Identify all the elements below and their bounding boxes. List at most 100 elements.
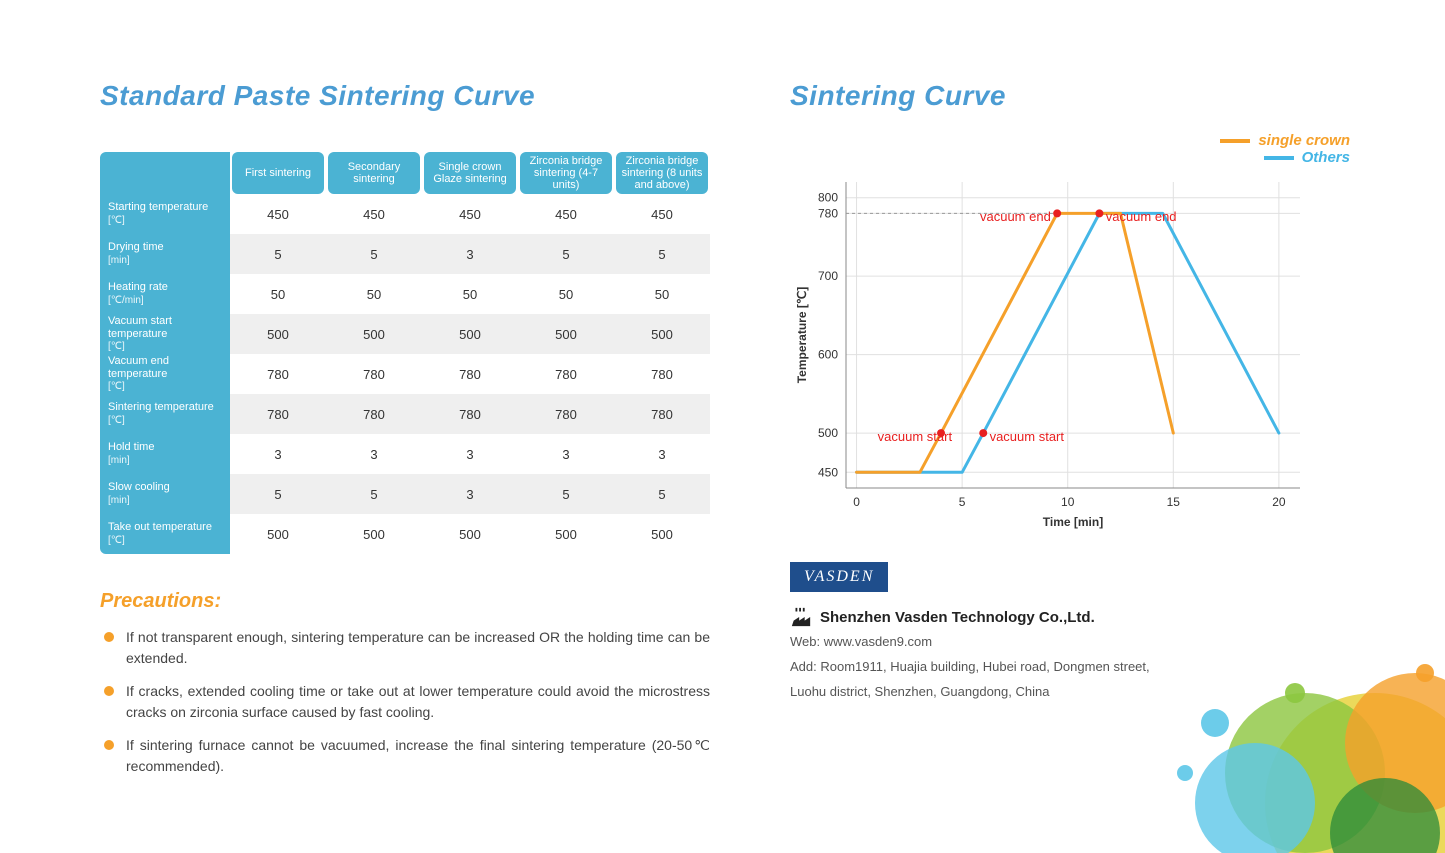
table-cell: 780: [614, 354, 710, 394]
table-cell: 5: [326, 474, 422, 514]
table-cell: 3: [518, 434, 614, 474]
table-cell: 500: [422, 514, 518, 554]
table-cell: 500: [614, 514, 710, 554]
row-label: Sintering temperature[℃]: [100, 394, 230, 434]
precaution-item: If cracks, extended cooling time or take…: [100, 681, 710, 723]
svg-text:450: 450: [818, 465, 838, 479]
svg-text:Time [min]: Time [min]: [1043, 515, 1103, 529]
column-header: Zirconia bridge sintering (4-7 units): [520, 152, 612, 194]
table-cell: 780: [422, 354, 518, 394]
row-label: Hold time[min]: [100, 434, 230, 474]
row-label: Drying time[min]: [100, 234, 230, 274]
svg-text:700: 700: [818, 269, 838, 283]
svg-text:600: 600: [818, 348, 838, 362]
chart-title: Sintering Curve: [790, 80, 1350, 112]
table-column: Single crown Glaze sintering450350500780…: [422, 152, 518, 554]
svg-text:10: 10: [1061, 495, 1075, 509]
table-cell: 780: [518, 394, 614, 434]
column-header: Secondary sintering: [328, 152, 420, 194]
table-cell: 500: [326, 314, 422, 354]
svg-text:780: 780: [818, 206, 838, 220]
company-logo: VASDEN: [790, 562, 888, 592]
table-title: Standard Paste Sintering Curve: [100, 80, 710, 112]
chart-legend: single crownOthers: [790, 132, 1350, 166]
table-cell: 5: [326, 234, 422, 274]
legend-item: Others: [790, 149, 1350, 166]
precaution-item: If sintering furnace cannot be vacuumed,…: [100, 735, 710, 777]
sintering-table: Starting temperature[℃]Drying time[min]H…: [100, 152, 710, 554]
column-header: First sintering: [232, 152, 324, 194]
svg-text:500: 500: [818, 426, 838, 440]
table-cell: 780: [326, 354, 422, 394]
table-cell: 450: [326, 194, 422, 234]
company-name: Shenzhen Vasden Technology Co.,Ltd.: [820, 609, 1095, 626]
table-cell: 780: [230, 394, 326, 434]
table-cell: 500: [518, 314, 614, 354]
svg-text:Temperature [℃]: Temperature [℃]: [795, 287, 809, 384]
table-cell: 50: [614, 274, 710, 314]
table-cell: 5: [614, 474, 710, 514]
company-addr2: Luohu district, Shenzhen, Guangdong, Chi…: [790, 682, 1350, 703]
table-cell: 5: [518, 234, 614, 274]
table-cell: 500: [230, 514, 326, 554]
company-web: Web: www.vasden9.com: [790, 632, 1350, 653]
svg-text:5: 5: [959, 495, 966, 509]
svg-text:20: 20: [1272, 495, 1286, 509]
precaution-item: If not transparent enough, sintering tem…: [100, 627, 710, 669]
row-label: Take out temperature[℃]: [100, 514, 230, 554]
svg-text:vacuum end: vacuum end: [980, 209, 1051, 224]
table-cell: 5: [518, 474, 614, 514]
column-header: Single crown Glaze sintering: [424, 152, 516, 194]
svg-text:15: 15: [1167, 495, 1181, 509]
table-cell: 50: [326, 274, 422, 314]
table-column: Secondary sintering45055050078078035500: [326, 152, 422, 554]
table-cell: 450: [230, 194, 326, 234]
table-cell: 3: [614, 434, 710, 474]
table-column: Zirconia bridge sintering (4-7 units)450…: [518, 152, 614, 554]
table-cell: 5: [614, 234, 710, 274]
table-cell: 3: [422, 234, 518, 274]
table-cell: 500: [422, 314, 518, 354]
table-column: First sintering45055050078078035500: [230, 152, 326, 554]
sintering-chart: 450 500 600 700 780800 0 5 10 15 20 vacuum start va…: [790, 172, 1310, 532]
table-cell: 500: [230, 314, 326, 354]
table-cell: 450: [518, 194, 614, 234]
table-columns: First sintering45055050078078035500Secon…: [230, 152, 710, 554]
svg-text:vacuum start: vacuum start: [990, 429, 1065, 444]
table-cell: 3: [326, 434, 422, 474]
table-cell: 780: [422, 394, 518, 434]
table-cell: 50: [230, 274, 326, 314]
legend-item: single crown: [790, 132, 1350, 149]
table-cell: 5: [230, 474, 326, 514]
table-cell: 500: [518, 514, 614, 554]
company-addr1: Add: Room1911, Huajia building, Hubei ro…: [790, 657, 1350, 678]
table-cell: 3: [422, 434, 518, 474]
table-cell: 780: [326, 394, 422, 434]
precautions-title: Precautions:: [100, 590, 710, 613]
table-cell: 450: [422, 194, 518, 234]
table-cell: 780: [518, 354, 614, 394]
table-cell: 450: [614, 194, 710, 234]
table-cell: 500: [614, 314, 710, 354]
row-label: Vacuum start temperature[℃]: [100, 314, 230, 354]
row-label: Slow cooling[min]: [100, 474, 230, 514]
svg-text:vacuum end: vacuum end: [1106, 209, 1177, 224]
table-cell: 3: [422, 474, 518, 514]
table-cell: 780: [230, 354, 326, 394]
table-cell: 780: [614, 394, 710, 434]
column-header: Zirconia bridge sintering (8 units and a…: [616, 152, 708, 194]
factory-icon: [790, 606, 812, 628]
row-label: Heating rate[℃/min]: [100, 274, 230, 314]
table-row-labels: Starting temperature[℃]Drying time[min]H…: [100, 152, 230, 554]
table-cell: 500: [326, 514, 422, 554]
table-cell: 3: [230, 434, 326, 474]
table-column: Zirconia bridge sintering (8 units and a…: [614, 152, 710, 554]
svg-text:800: 800: [818, 191, 838, 205]
row-label: Starting temperature[℃]: [100, 194, 230, 234]
row-label: Vacuum end temperature[℃]: [100, 354, 230, 394]
table-cell: 5: [230, 234, 326, 274]
svg-text:0: 0: [853, 495, 860, 509]
table-cell: 50: [518, 274, 614, 314]
precautions-list: If not transparent enough, sintering tem…: [100, 627, 710, 777]
svg-text:vacuum start: vacuum start: [878, 429, 953, 444]
